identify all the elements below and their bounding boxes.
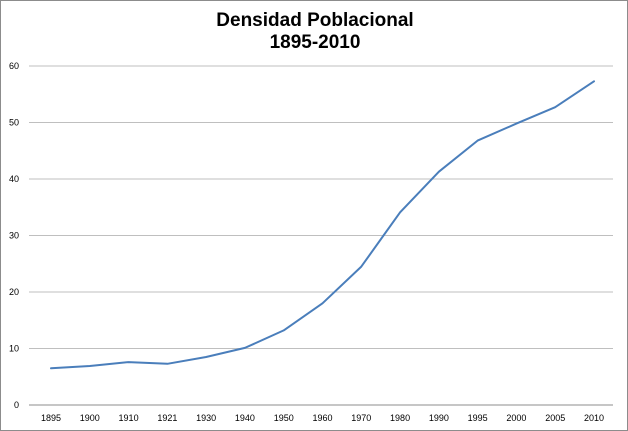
x-tick-label: 1995 — [468, 413, 488, 423]
grid-layer — [29, 65, 613, 349]
data-point-1930 — [205, 356, 207, 358]
data-point-1950 — [283, 329, 285, 331]
y-tick-label: 20 — [9, 287, 19, 297]
y-tick-label: 0 — [14, 400, 19, 410]
data-point-1900 — [89, 365, 91, 367]
data-point-1921 — [166, 363, 168, 365]
x-tick-labels: 1895 1900 1910 1921 1930 1940 1950 1960 1970 1980… — [41, 413, 604, 423]
data-point-1940 — [244, 347, 246, 349]
data-point-1910 — [128, 361, 130, 363]
data-point-1990 — [438, 171, 440, 173]
x-tick-label: 1895 — [41, 413, 61, 423]
x-tick-label: 1970 — [351, 413, 371, 423]
chart-title: Densidad Poblacional 1895-2010 — [1, 10, 628, 54]
series-layer — [50, 80, 595, 370]
x-tick-label: 1921 — [157, 413, 177, 423]
data-point-1960 — [322, 302, 324, 304]
data-point-1980 — [399, 211, 401, 213]
x-tick-label: 1960 — [312, 413, 332, 423]
x-tick-label: 1950 — [274, 413, 294, 423]
series-line — [50, 80, 595, 370]
data-point-1995 — [477, 140, 479, 142]
data-point-2000 — [515, 123, 517, 125]
data-point-1895 — [50, 367, 52, 369]
x-tick-label: 1900 — [80, 413, 100, 423]
x-tick-label: 1930 — [196, 413, 216, 423]
x-tick-label: 2005 — [545, 413, 565, 423]
y-tick-label: 40 — [9, 174, 19, 184]
x-tick-label: 1940 — [235, 413, 255, 423]
chart-subtitle-line: 1895-2010 — [269, 32, 361, 53]
y-tick-label: 50 — [9, 118, 19, 128]
y-tick-label: 10 — [9, 344, 19, 354]
chart-title-line: Densidad Poblacional — [216, 10, 414, 31]
y-tick-label: 30 — [9, 231, 19, 241]
x-tick-label: 1980 — [390, 413, 410, 423]
x-tick-label: 2010 — [584, 413, 604, 423]
x-tick-label: 1910 — [119, 413, 139, 423]
data-point-1970 — [360, 266, 362, 268]
data-point-2010 — [593, 80, 595, 82]
y-tick-label: 60 — [9, 61, 19, 71]
y-tick-labels: 0 10 20 30 40 50 60 — [9, 61, 19, 410]
data-point-2005 — [554, 106, 556, 108]
x-tick-label: 2000 — [506, 413, 526, 423]
x-tick-label: 1990 — [429, 413, 449, 423]
